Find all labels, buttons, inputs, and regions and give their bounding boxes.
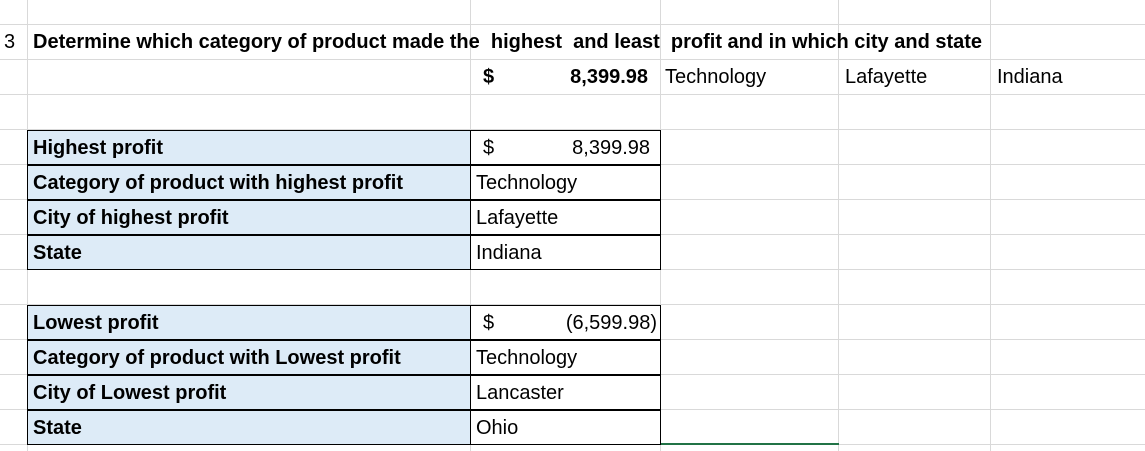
row-label: Lowest profit: [27, 305, 471, 340]
row-label: Highest profit: [27, 130, 471, 165]
row-label: Category of product with Lowest profit: [27, 340, 471, 375]
row-label: City of Lowest profit: [27, 375, 471, 410]
category: Technology: [665, 66, 767, 88]
grid-line: [838, 0, 839, 451]
row-number: 3: [4, 31, 16, 53]
state: Indiana: [997, 66, 1063, 88]
row-label: State: [27, 235, 471, 270]
row-value: $ (6,599.98): [470, 305, 661, 340]
row-value: Lancaster: [470, 375, 661, 410]
currency: $: [483, 66, 495, 88]
question: Determine which category of product made…: [33, 31, 983, 53]
currency: $: [483, 312, 495, 334]
row-value: Indiana: [470, 235, 661, 270]
city: Lafayette: [845, 66, 928, 88]
row-label: State: [27, 410, 471, 445]
row-value: $8,399.98: [470, 130, 661, 165]
row-value: Lafayette: [470, 200, 661, 235]
cell-selection: [660, 443, 839, 445]
grid-line: [990, 0, 991, 451]
amount: 8,399.98: [572, 137, 650, 159]
amount: 8,399.98: [570, 66, 648, 88]
row-label: City of highest profit: [27, 200, 471, 235]
row-value: Technology: [470, 165, 661, 200]
row-value: Ohio: [470, 410, 661, 445]
amount: (6,599.98): [565, 312, 657, 334]
currency: $: [483, 137, 495, 159]
row-value: Technology: [470, 340, 661, 375]
row-label: Category of product with highest profit: [27, 165, 471, 200]
